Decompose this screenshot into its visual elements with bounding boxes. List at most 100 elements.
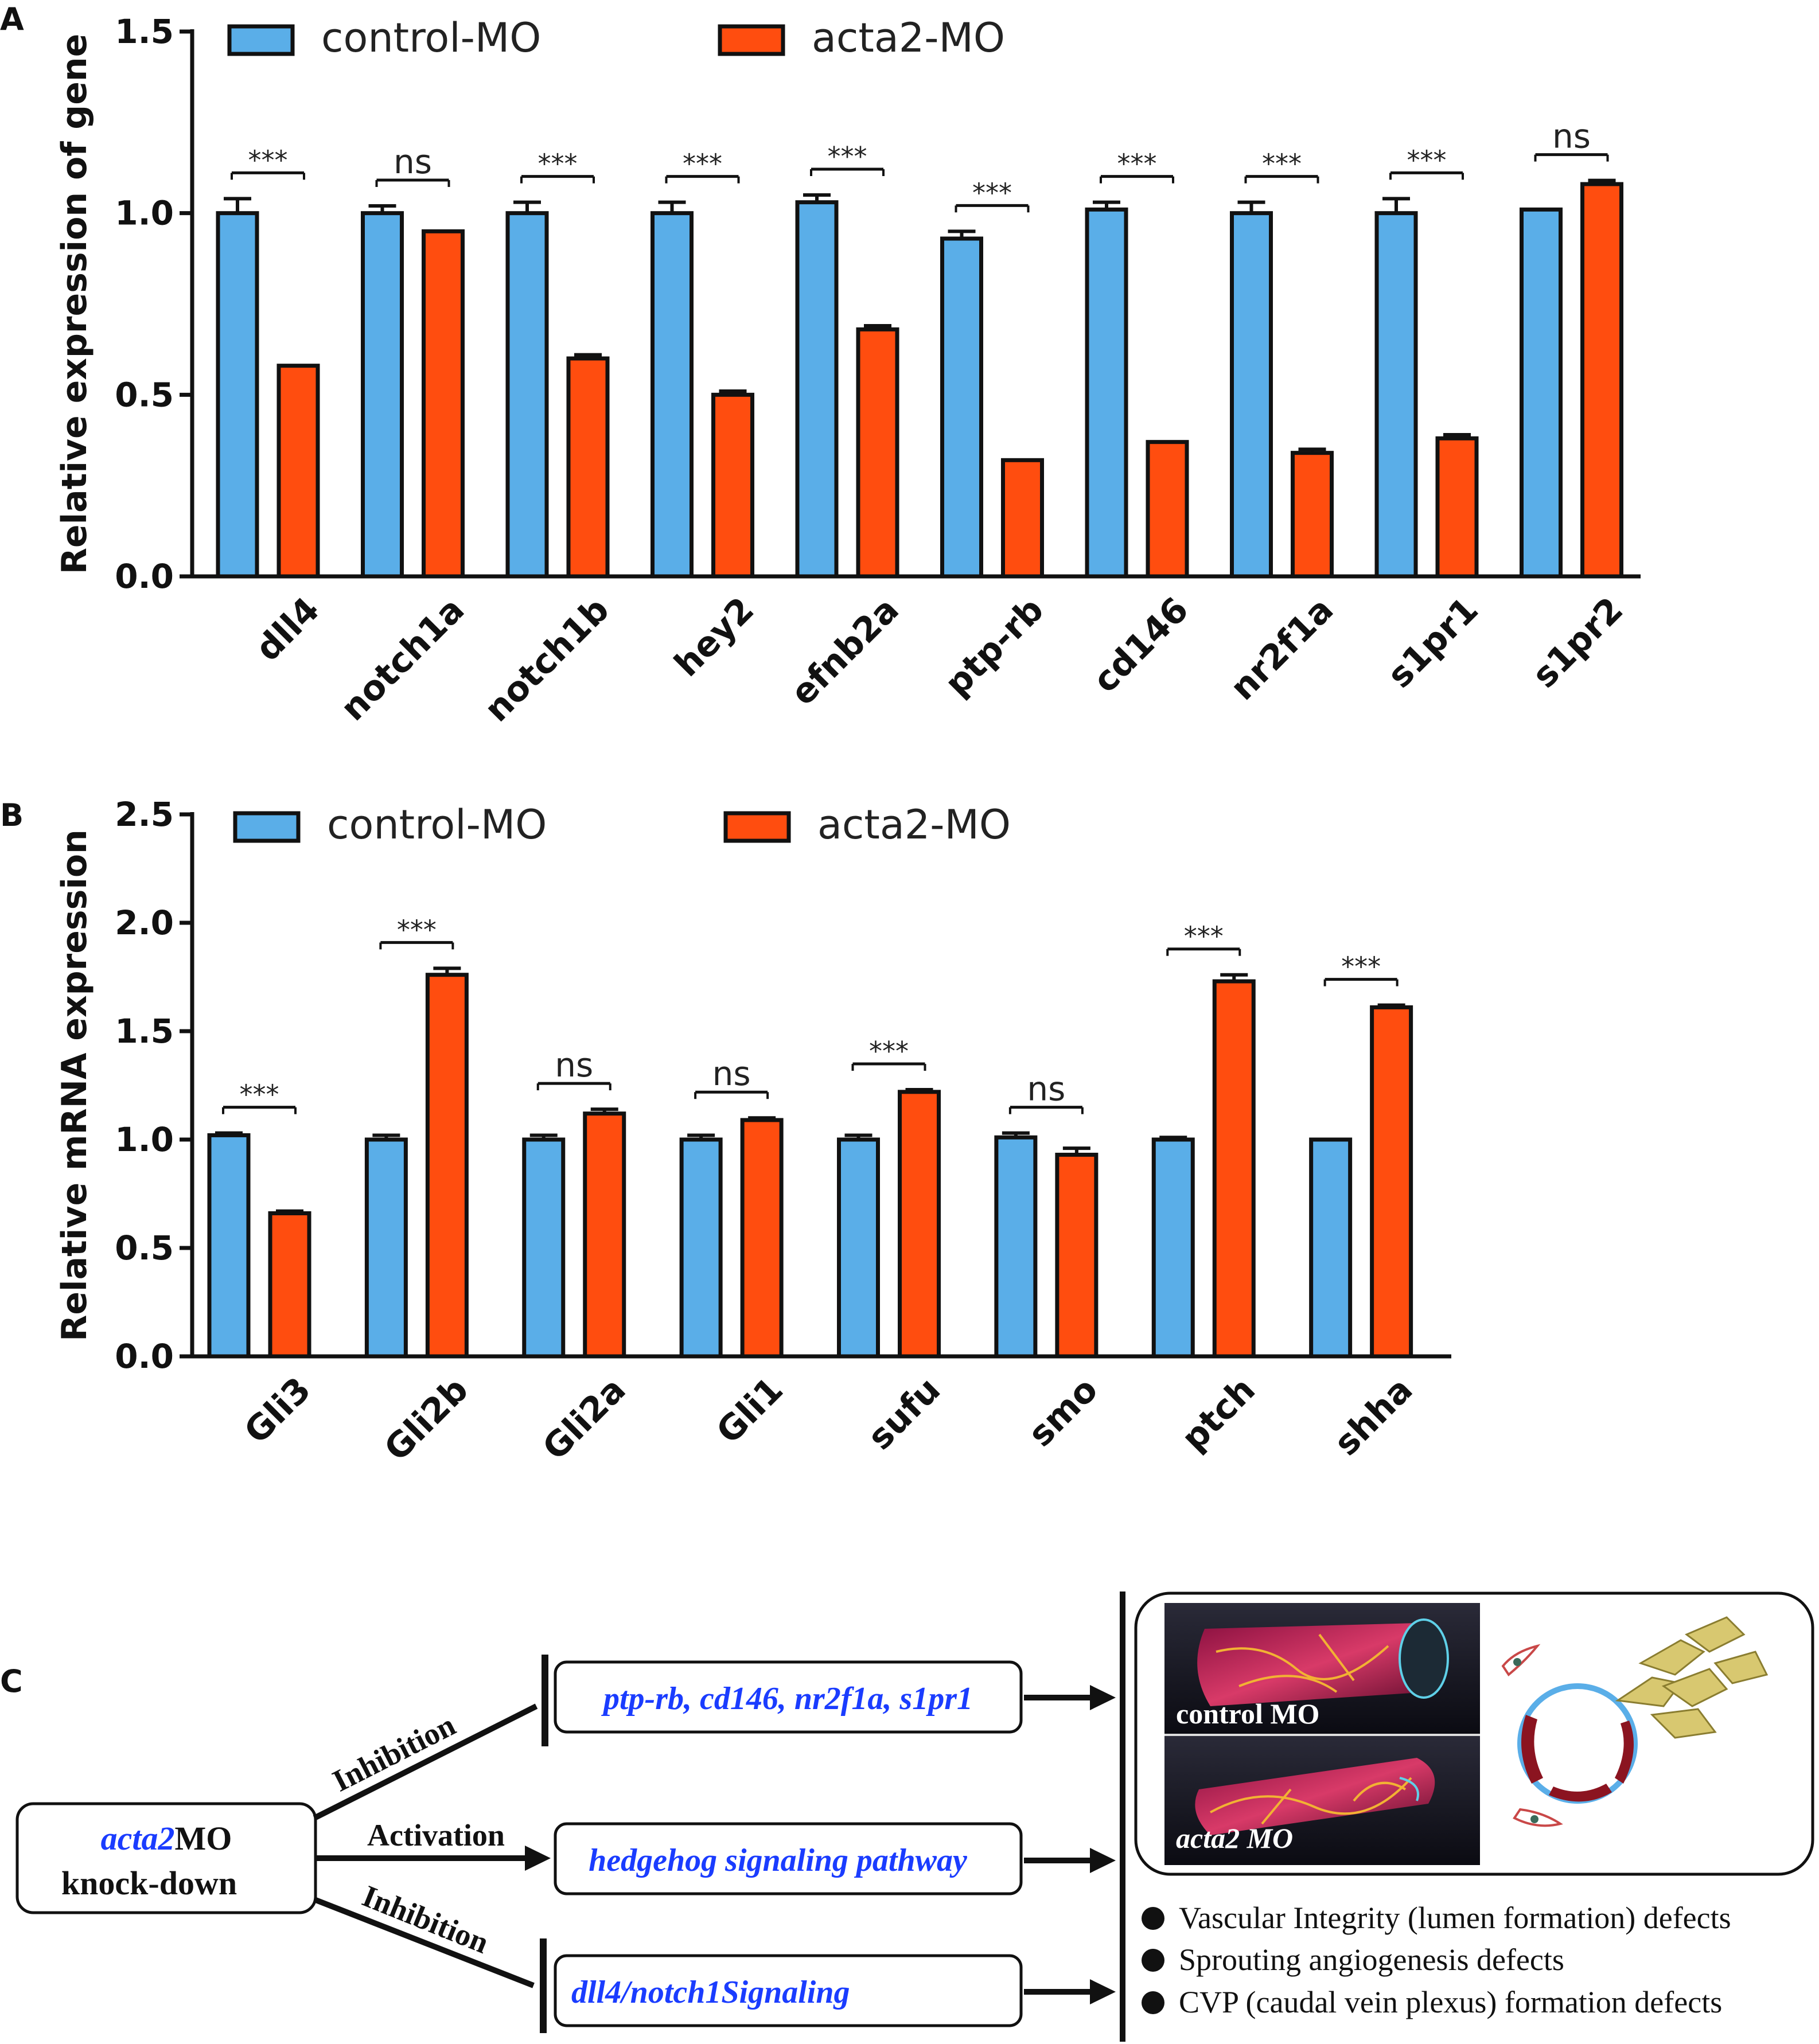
- edge-label-inhibition-bottom: Inhibition: [358, 1878, 494, 1960]
- target-box-mid: [554, 1822, 1023, 1895]
- source-gene: acta2: [101, 1820, 175, 1857]
- x-tick-label: sufu: [860, 1370, 948, 1458]
- sprouting-tip-cells: [1615, 1616, 1769, 1739]
- significance-label: ***: [869, 1036, 909, 1067]
- bar-acta2-mo: [1291, 451, 1334, 579]
- bar-acta2-mo: [1370, 1005, 1413, 1359]
- edge-inhibition-bottom: [313, 1897, 535, 1988]
- x-tick-label: s1pr2: [1525, 590, 1631, 696]
- legend-swatch-acta2: [718, 24, 785, 56]
- y-tick-label: 1.5: [115, 12, 174, 51]
- bar-control-mo: [1085, 207, 1128, 579]
- significance-label: ***: [1341, 951, 1381, 982]
- bar-acta2-mo: [1055, 1152, 1099, 1359]
- y-tick-label: 1.5: [115, 1012, 174, 1051]
- bar-control-mo: [522, 1137, 566, 1359]
- x-tick-label: ptp-rb: [937, 590, 1051, 704]
- significance-label: ***: [828, 141, 867, 172]
- arrow-mid-head: [1090, 1848, 1116, 1873]
- bar-acta2-mo: [1146, 440, 1189, 579]
- edge-inhibition-top: [313, 1703, 538, 1821]
- arrow-top-head: [1090, 1685, 1116, 1710]
- significance-label: ***: [1407, 145, 1447, 175]
- y-tick-label: 1.0: [115, 1120, 174, 1159]
- outcome-bullet: [1142, 1907, 1164, 1930]
- significance-label: ns: [712, 1054, 751, 1093]
- legend-swatch-acta2: [723, 811, 791, 843]
- bar-control-mo: [795, 200, 839, 579]
- control-vessel-lumen: [1399, 1618, 1449, 1699]
- bar-control-mo: [364, 1137, 408, 1359]
- tip-cell: [1661, 1668, 1728, 1707]
- y-axis-label: Relative mRNA expression: [54, 829, 95, 1341]
- x-tick-label: shha: [1326, 1370, 1420, 1464]
- target-label-mid: hedgehog signaling pathway: [589, 1843, 968, 1878]
- vessel-images: control MO acta2 MO: [1164, 1603, 1480, 1865]
- x-tick-label: cd146: [1085, 590, 1197, 701]
- y-tick-label: 0.5: [115, 375, 174, 414]
- legend-label-acta2: acta2-MO: [817, 801, 1011, 848]
- bar-control-mo: [216, 211, 259, 579]
- outcome-list: Vascular Integrity (lumen formation) def…: [1142, 1901, 1731, 2019]
- arrow-bottom-head: [1090, 1979, 1116, 2004]
- bar-acta2-mo: [1580, 182, 1623, 579]
- bar-control-mo: [994, 1135, 1038, 1359]
- endothelial-cell-left: [1521, 1715, 1543, 1784]
- y-tick-label: 0.5: [115, 1228, 174, 1267]
- outcome-item-2: Sprouting angiogenesis defects: [1179, 1942, 1564, 1977]
- bar-acta2-mo: [1435, 436, 1479, 579]
- bar-control-mo: [1374, 211, 1418, 579]
- bar-acta2-mo: [566, 356, 610, 579]
- bar-acta2-mo: [856, 327, 899, 579]
- x-tick-label: Gli1: [709, 1370, 791, 1452]
- bar-acta2-mo: [1212, 979, 1256, 1359]
- significance-label: ***: [1262, 149, 1302, 180]
- outcome-bullet: [1142, 1991, 1164, 2014]
- sprouting-schematic: [1501, 1616, 1769, 1827]
- legend-swatch-control: [233, 811, 301, 843]
- x-tick-label: notch1a: [333, 590, 472, 729]
- panel-label-b: B: [0, 797, 24, 833]
- y-axis-label: Relative expression of gene: [54, 34, 95, 575]
- endothelial-cell-bottom: [1549, 1784, 1612, 1802]
- significance-label: ns: [555, 1046, 593, 1085]
- bar-control-mo: [505, 211, 549, 579]
- target-label-top: ptp-rb, cd146, nr2f1a, s1pr1: [601, 1681, 973, 1717]
- source-suffix: MO: [175, 1820, 232, 1857]
- significance-label: ns: [1027, 1070, 1065, 1109]
- bar-acta2-mo: [1001, 458, 1044, 579]
- significance-label: ***: [683, 149, 722, 180]
- significance-label: ***: [397, 914, 437, 945]
- y-tick-label: 2.5: [115, 795, 174, 834]
- target-box-bottom: [554, 1954, 1023, 2027]
- legend-label-control: control-MO: [327, 801, 547, 848]
- bar-acta2-mo: [898, 1090, 941, 1359]
- y-tick-label: 0.0: [115, 1337, 174, 1376]
- lumen-cross-section: [1517, 1683, 1638, 1804]
- outcome-bullet: [1142, 1949, 1164, 1972]
- acta2-vessel-lumen: [1399, 1777, 1419, 1801]
- edge-label-activation: Activation: [367, 1818, 505, 1852]
- x-tick-label: Gli2a: [535, 1370, 634, 1468]
- x-tick-label: nr2f1a: [1222, 590, 1341, 708]
- outcome-item-1: Vascular Integrity (lumen formation) def…: [1179, 1901, 1731, 1935]
- x-tick-label: hey2: [667, 590, 762, 685]
- bar-acta2-mo: [711, 392, 754, 579]
- y-tick-label: 1.0: [115, 194, 174, 233]
- y-tick-label: 2.0: [115, 903, 174, 942]
- tip-cell: [1638, 1639, 1705, 1676]
- x-tick-label: s1pr1: [1380, 590, 1486, 696]
- bar-control-mo: [940, 236, 983, 579]
- chart-b: 0.0 0.5 1.0 1.5 2.0 2.5 Relative mRNA expressi…: [54, 795, 1451, 1469]
- y-tick-label: 0.0: [115, 557, 174, 596]
- acta2-vessel-tube: [1195, 1758, 1435, 1835]
- bar-acta2-mo: [276, 364, 320, 579]
- tip-cell: [1650, 1708, 1717, 1739]
- source-label: acta2MO: [101, 1820, 232, 1857]
- pathway-diagram: acta2MO knock-down Inhibition Activation…: [15, 1591, 1814, 2042]
- activation-arrowhead: [525, 1846, 551, 1871]
- bar-control-mo: [207, 1133, 251, 1359]
- legend-label-acta2: acta2-MO: [812, 14, 1005, 61]
- x-tick-label: Gli2b: [377, 1370, 476, 1469]
